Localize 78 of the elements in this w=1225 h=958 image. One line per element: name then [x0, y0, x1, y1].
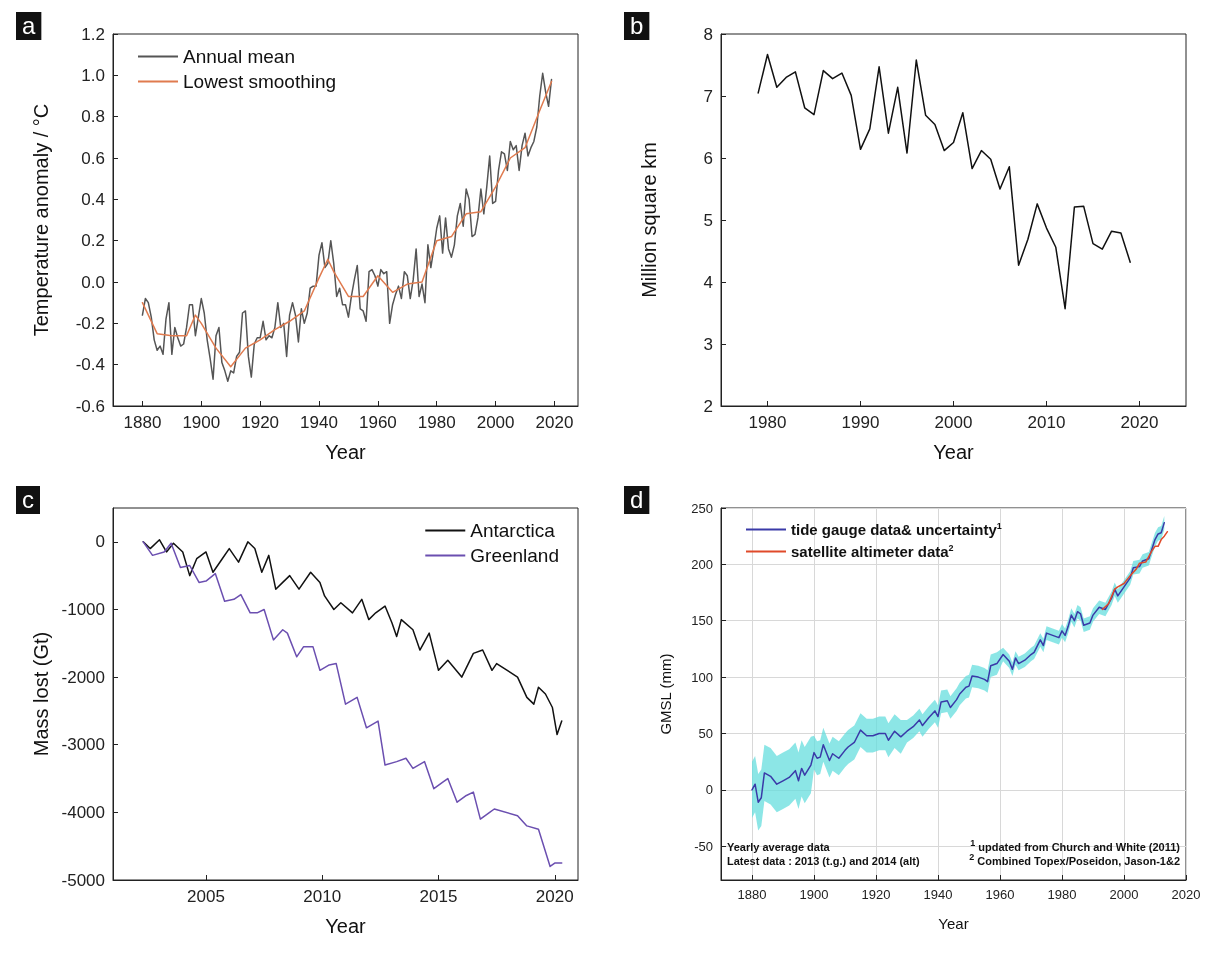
- y-tick-label: 0.4: [81, 189, 105, 209]
- x-tick-label: 1920: [861, 887, 891, 902]
- y-tick-label: -0.2: [75, 313, 105, 333]
- y-axis-title: Mass lost (Gt): [29, 631, 52, 757]
- y-tick-label: 8: [703, 24, 713, 44]
- x-tick-label: 1940: [300, 413, 338, 432]
- y-tick-label: -1000: [61, 599, 105, 619]
- y-tick-label: -0.6: [75, 396, 105, 416]
- y-tick-label: 0.0: [81, 272, 105, 292]
- legend-label: Annual mean: [183, 46, 295, 67]
- chart-title: a: [22, 11, 36, 39]
- legend-label: Greenland: [470, 545, 560, 566]
- chart-title: b: [630, 11, 644, 39]
- line-series: [757, 53, 1131, 310]
- y-tick-label: 3: [703, 334, 713, 354]
- x-tick-label: 1960: [358, 413, 397, 432]
- legend-label: Antarctica: [470, 520, 556, 541]
- x-tick-label: 2005: [187, 887, 225, 906]
- y-axis-title: Million square km: [638, 142, 660, 298]
- x-tick-label: 2015: [419, 887, 458, 906]
- x-axis-title: Year: [938, 915, 969, 932]
- x-tick-label: 1990: [841, 413, 880, 432]
- x-tick-label: 2020: [1171, 887, 1201, 902]
- y-tick-label: 150: [691, 613, 713, 629]
- y-axis-title: GMSL (mm): [657, 653, 674, 735]
- y-tick-label: 200: [691, 556, 713, 572]
- y-axis-title: Temperature anomaly / °C: [30, 103, 52, 337]
- y-tick-label: 0.6: [81, 148, 105, 168]
- y-tick-label: 1.0: [81, 65, 105, 85]
- legend-label: Lowest smoothing: [183, 71, 337, 92]
- y-tick-label: 0.2: [81, 231, 105, 251]
- x-tick-label: 1900: [799, 887, 829, 902]
- y-tick-label: 0: [705, 782, 713, 798]
- x-axis-title: Year: [933, 441, 975, 463]
- x-tick-label: 2020: [1120, 413, 1159, 432]
- y-tick-label: 7: [703, 86, 713, 106]
- y-tick-label: -2000: [61, 667, 105, 687]
- x-tick-label: 1980: [417, 413, 456, 432]
- y-tick-label: 50: [698, 725, 713, 741]
- y-tick-label: -5000: [61, 870, 105, 890]
- x-tick-label: 1960: [985, 887, 1015, 902]
- x-tick-label: 2020: [535, 413, 574, 432]
- x-tick-label: 1980: [1047, 887, 1077, 902]
- line-series: [142, 541, 563, 868]
- y-tick-label: 6: [703, 148, 713, 168]
- x-tick-label: 2010: [1027, 413, 1066, 432]
- chart-title: c: [22, 485, 34, 513]
- y-tick-label: 100: [691, 669, 713, 685]
- x-tick-label: 2020: [535, 887, 574, 906]
- chart-title: d: [630, 485, 644, 513]
- annotation: Yearly average data: [727, 840, 831, 853]
- y-tick-label: 250: [691, 500, 713, 516]
- annotation: 1 updated from Church and White (2011): [970, 837, 1181, 853]
- x-axis-title: Year: [325, 441, 367, 463]
- x-axis-title: Year: [325, 915, 367, 937]
- annotation: Latest data : 2013 (t.g.) and 2014 (alt): [727, 854, 920, 867]
- x-tick-label: 1900: [182, 413, 221, 432]
- x-tick-label: 1920: [241, 413, 280, 432]
- line-series: [142, 539, 563, 736]
- y-tick-label: -4000: [61, 802, 105, 822]
- x-tick-label: 2010: [303, 887, 342, 906]
- y-tick-label: 2: [703, 396, 713, 416]
- x-tick-label: 2000: [476, 413, 515, 432]
- x-tick-label: 1880: [123, 413, 162, 432]
- y-tick-label: -3000: [61, 735, 105, 755]
- y-tick-label: -50: [694, 838, 713, 854]
- y-tick-label: 0.8: [81, 107, 105, 127]
- x-tick-label: 1980: [748, 413, 787, 432]
- y-tick-label: 4: [703, 272, 713, 292]
- y-tick-label: 5: [703, 210, 713, 230]
- x-tick-label: 1940: [923, 887, 953, 902]
- line-series: [1101, 530, 1169, 611]
- x-tick-label: 2000: [1109, 887, 1139, 902]
- x-tick-label: 1880: [737, 887, 767, 902]
- x-tick-label: 2000: [934, 413, 973, 432]
- y-tick-label: -0.4: [75, 355, 105, 375]
- y-tick-label: 0: [95, 532, 105, 552]
- y-tick-label: 1.2: [81, 24, 105, 44]
